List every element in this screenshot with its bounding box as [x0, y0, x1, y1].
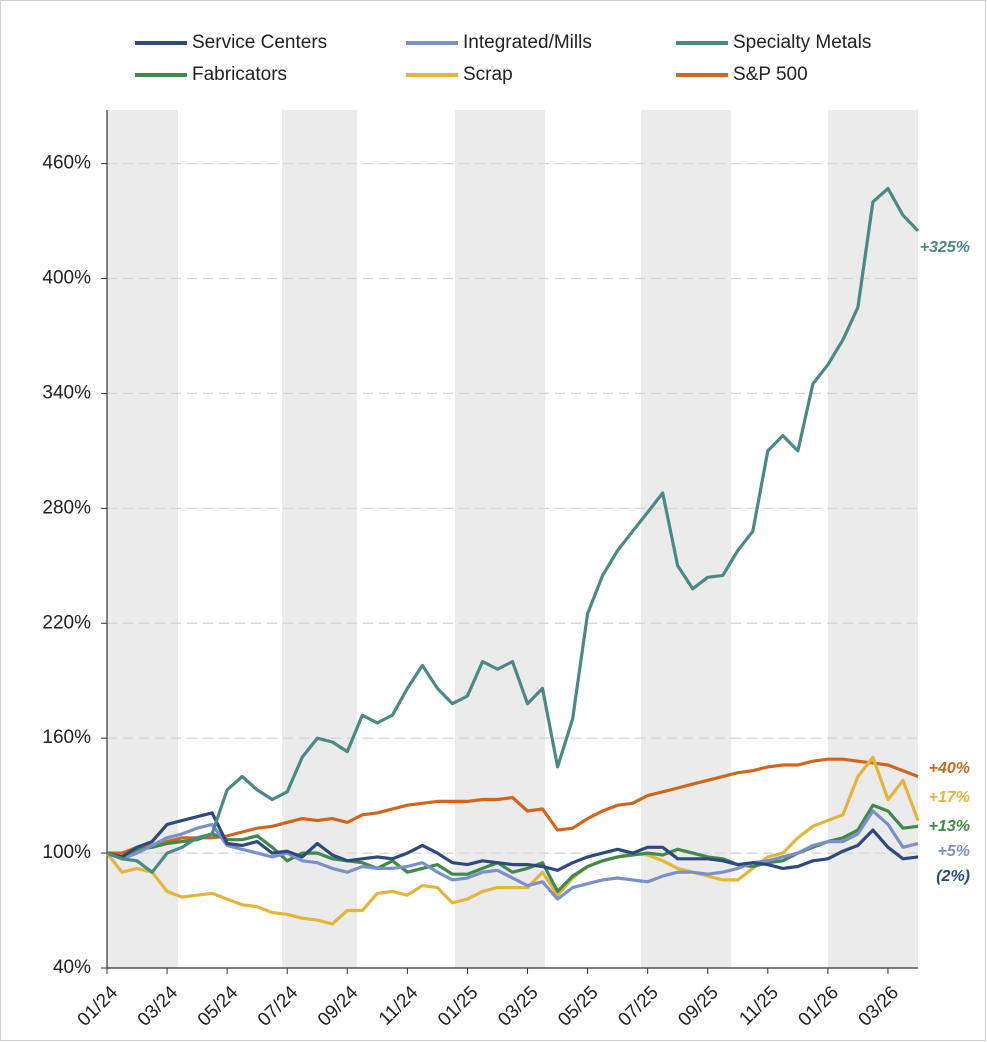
shaded-bands	[107, 110, 918, 968]
legend-label: Specialty Metals	[733, 32, 871, 53]
series-line	[105, 755, 920, 926]
legend-label: S&P 500	[733, 64, 808, 85]
series-line	[106, 809, 919, 901]
band	[641, 110, 731, 968]
series-line	[106, 803, 919, 893]
series-line	[106, 186, 920, 874]
legend-label: Integrated/Mills	[463, 32, 592, 53]
end-label: +13%	[929, 818, 970, 835]
y-tick-label: 100%	[42, 842, 91, 863]
end-label: (2%)	[936, 868, 970, 885]
band	[828, 110, 918, 968]
legend-label: Scrap	[463, 64, 513, 85]
y-tick-label: 280%	[42, 497, 91, 518]
series-line	[106, 811, 919, 872]
y-tick-label: 460%	[42, 153, 91, 174]
y-tick-label: 160%	[42, 727, 91, 748]
end-label: +5%	[938, 843, 970, 860]
series-line	[107, 757, 919, 855]
y-tick-label: 400%	[42, 268, 91, 289]
legend-label: Service Centers	[192, 32, 327, 53]
legend-label: Fabricators	[192, 64, 287, 85]
y-tick-label: 340%	[42, 382, 91, 403]
y-tick-label: 220%	[42, 612, 91, 633]
band	[282, 110, 357, 968]
end-label: +17%	[929, 789, 970, 806]
end-label: +40%	[929, 760, 970, 777]
end-label: +325%	[920, 239, 970, 256]
y-tick-label: 40%	[53, 957, 91, 978]
band	[455, 110, 545, 968]
